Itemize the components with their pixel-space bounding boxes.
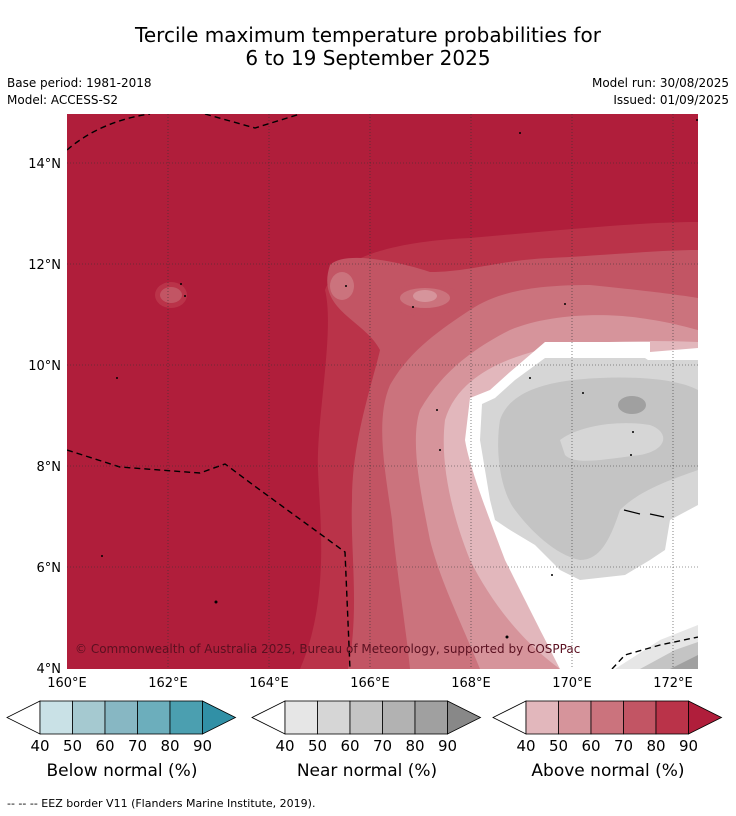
- colorbar-group: 40 50 60 70 80 90 40 50 60 70 80 90 40 50 60 70 80 90: [6, 700, 723, 755]
- below-normal-label: Below normal (%): [46, 761, 198, 781]
- below-normal-tick-label: 80: [160, 737, 179, 755]
- map-title-line1: Tercile maximum temperature probabilitie…: [135, 23, 601, 47]
- above-normal-label: Above normal (%): [531, 761, 685, 781]
- lat-label-8n: 8°N: [37, 460, 62, 475]
- near-normal-swatch: [284, 700, 318, 735]
- below-normal-tick-label: 60: [95, 737, 114, 755]
- below-normal-low-extend: [6, 700, 41, 735]
- lon-label-170e: 170°E: [552, 676, 592, 691]
- near-normal-tick-label: 50: [308, 737, 327, 755]
- near-normal-tick-label: 90: [438, 737, 457, 755]
- near-normal-swatch: [382, 700, 416, 735]
- near-normal-low-extend: [251, 700, 286, 735]
- below-normal-tick-label: 70: [128, 737, 147, 755]
- map-title-line2: 6 to 19 September 2025: [245, 46, 491, 70]
- base-period-text: Base period: 1981-2018: [7, 76, 152, 90]
- lon-label-166e: 166°E: [350, 676, 390, 691]
- above-normal-swatch: [525, 700, 559, 735]
- near-normal-swatch: [349, 700, 383, 735]
- eez-footnote: -- -- -- EEZ border V11 (Flanders Marine…: [7, 797, 316, 810]
- below-normal-tick-label: 40: [30, 737, 49, 755]
- lon-label-168e: 168°E: [451, 676, 491, 691]
- map-gridlines: [67, 114, 698, 669]
- lat-label-10n: 10°N: [28, 359, 61, 374]
- above-normal-swatch: [655, 700, 689, 735]
- near-normal-tick-label: 70: [373, 737, 392, 755]
- lon-label-162e: 162°E: [148, 676, 188, 691]
- near-normal-swatch: [317, 700, 351, 735]
- lat-label-6n: 6°N: [37, 561, 62, 576]
- near-normal-label: Near normal (%): [296, 761, 438, 781]
- below-normal-tick-label: 50: [63, 737, 82, 755]
- above-normal-tick-label: 80: [646, 737, 665, 755]
- copyright-text: © Commonwealth of Australia 2025, Bureau…: [75, 642, 580, 656]
- near-normal-high-extend: [447, 700, 482, 735]
- below-normal-swatch: [72, 700, 106, 735]
- lon-label-160e: 160°E: [47, 676, 87, 691]
- model-text: Model: ACCESS-S2: [7, 93, 119, 107]
- above-normal-tick-label: 90: [679, 737, 698, 755]
- below-normal-colorbar: 40 50 60 70 80 90: [6, 700, 237, 755]
- above-normal-tick-label: 40: [516, 737, 535, 755]
- above-normal-high-extend: [688, 700, 723, 735]
- above-normal-swatch: [623, 700, 657, 735]
- below-normal-swatch: [39, 700, 73, 735]
- above-normal-tick-label: 70: [614, 737, 633, 755]
- above-normal-tick-label: 50: [549, 737, 568, 755]
- above-normal-swatch: [558, 700, 592, 735]
- lon-label-164e: 164°E: [249, 676, 289, 691]
- above-normal-colorbar: 40 50 60 70 80 90: [492, 700, 723, 755]
- lon-label-172e: 172°E: [653, 676, 693, 691]
- near-normal-colorbar: 40 50 60 70 80 90: [251, 700, 482, 755]
- below-normal-swatch: [137, 700, 171, 735]
- model-run-text: Model run: 30/08/2025: [591, 76, 729, 90]
- lat-label-4n: 4°N: [37, 662, 62, 677]
- near-normal-tick-label: 60: [340, 737, 359, 755]
- below-normal-high-extend: [202, 700, 237, 735]
- above-normal-low-extend: [492, 700, 527, 735]
- lat-label-14n: 14°N: [28, 157, 61, 172]
- near-normal-swatch: [414, 700, 448, 735]
- near-normal-tick-label: 80: [405, 737, 424, 755]
- above-normal-swatch: [590, 700, 624, 735]
- issued-text: Issued: 01/09/2025: [613, 93, 729, 107]
- below-normal-swatch: [169, 700, 203, 735]
- map-field: [67, 114, 698, 669]
- below-normal-swatch: [104, 700, 138, 735]
- near-normal-tick-label: 40: [275, 737, 294, 755]
- lat-label-12n: 12°N: [28, 258, 61, 273]
- above-normal-tick-label: 60: [581, 737, 600, 755]
- below-normal-tick-label: 90: [193, 737, 212, 755]
